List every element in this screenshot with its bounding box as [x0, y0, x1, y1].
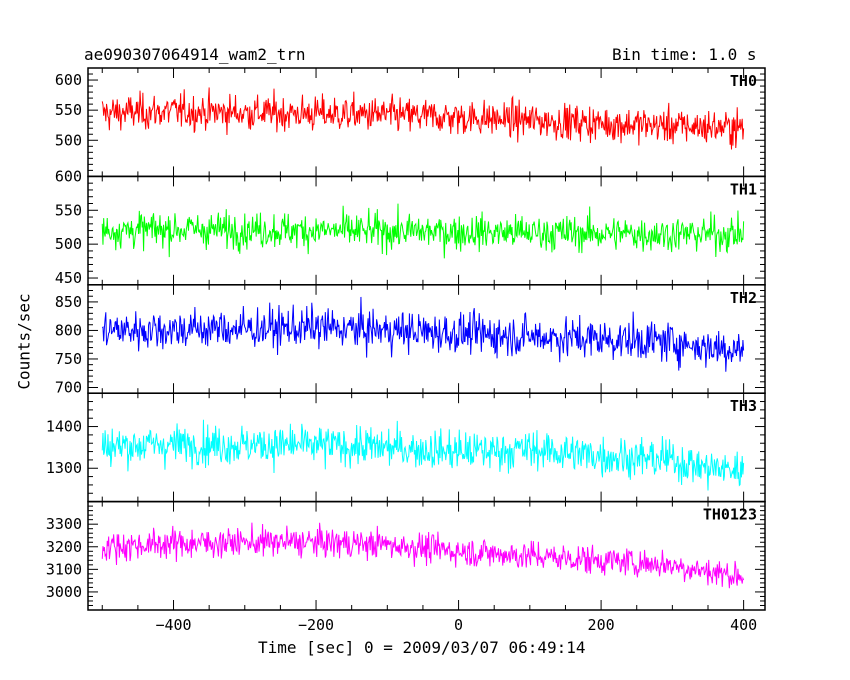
y-tick-label: 500 — [55, 131, 82, 149]
x-tick-label: −200 — [298, 616, 334, 634]
y-tick-label: 850 — [55, 293, 82, 311]
y-tick-label: 3200 — [46, 538, 82, 556]
y-tick-label: 550 — [55, 201, 82, 219]
y-tick-label: 600 — [55, 167, 82, 185]
x-tick-label: −400 — [155, 616, 191, 634]
panel-label-th0123: TH0123 — [703, 506, 757, 524]
panel-label-th2: TH2 — [730, 289, 757, 307]
y-tick-label: 3000 — [46, 583, 82, 601]
y-tick-label: 750 — [55, 350, 82, 368]
series-th0 — [101, 87, 745, 150]
y-axis-label: Counts/sec — [14, 293, 34, 390]
y-tick-label: 1300 — [46, 459, 82, 477]
panel-label-th1: TH1 — [730, 180, 757, 198]
series-th3 — [101, 419, 745, 491]
panel-label-th0: TH0 — [730, 72, 757, 90]
x-tick-label: 0 — [454, 616, 463, 634]
y-tick-label: 700 — [55, 378, 82, 396]
y-tick-label: 550 — [55, 101, 82, 119]
y-tick-label: 3100 — [46, 560, 82, 578]
series-th1 — [101, 203, 745, 259]
x-tick-label: 400 — [730, 616, 757, 634]
chart-title: ae090307064914_wam2_trn — [84, 45, 306, 64]
y-tick-label: 1400 — [46, 418, 82, 436]
series-th2 — [101, 296, 745, 372]
y-tick-label: 600 — [55, 71, 82, 89]
y-tick-label: 800 — [55, 321, 82, 339]
x-axis-label: Time [sec] 0 = 2009/03/07 06:49:14 — [258, 638, 586, 657]
y-tick-label: 450 — [55, 269, 82, 287]
y-tick-label: 500 — [55, 235, 82, 253]
panel-label-th3: TH3 — [730, 397, 757, 415]
series-th0123 — [101, 522, 745, 589]
x-tick-label: 200 — [588, 616, 615, 634]
bin-time-label: Bin time: 1.0 s — [612, 45, 757, 64]
y-tick-label: 3300 — [46, 515, 82, 533]
